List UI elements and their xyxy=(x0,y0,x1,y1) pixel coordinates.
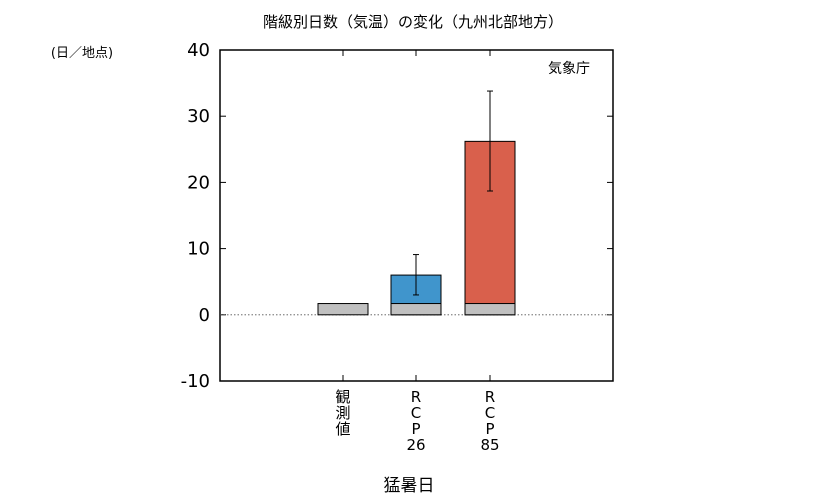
y-tick-label: 30 xyxy=(187,106,210,127)
source-label: 気象庁 xyxy=(548,61,590,77)
observed-bar xyxy=(464,303,516,316)
y-tick-label: 10 xyxy=(187,239,210,260)
x-axis-label: 猛暑日 xyxy=(384,476,435,496)
category-label: C xyxy=(411,404,421,422)
observed-bar xyxy=(317,303,369,316)
y-tick-label: 0 xyxy=(199,305,210,326)
category-label: P xyxy=(411,420,420,438)
y-tick-label: -10 xyxy=(181,371,210,392)
y-tick-label: 40 xyxy=(187,40,210,61)
category-label: 測 xyxy=(335,404,350,422)
category-label: 26 xyxy=(406,436,425,454)
y-unit-label: (日／地点) xyxy=(51,46,113,61)
category-label: R xyxy=(485,388,495,406)
category-label: 観 xyxy=(335,388,350,406)
category-label: C xyxy=(485,404,495,422)
category-label: R xyxy=(411,388,421,406)
category-label: 値 xyxy=(335,420,350,438)
category-label: 85 xyxy=(480,436,499,454)
plot-frame xyxy=(219,49,614,382)
category-label: P xyxy=(485,420,494,438)
chart-title: 階級別日数（気温）の変化（九州北部地方） xyxy=(263,13,563,31)
y-tick-label: 20 xyxy=(187,172,210,193)
observed-bar xyxy=(390,303,442,316)
